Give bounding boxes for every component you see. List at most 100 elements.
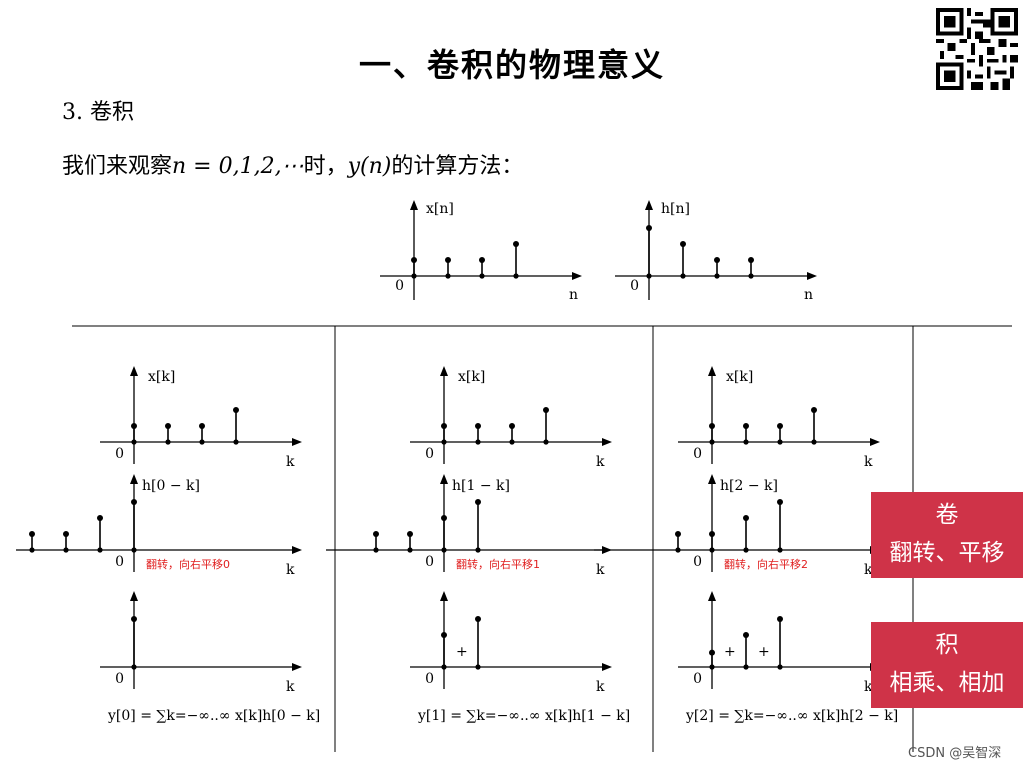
col0-p-vaxis-head (130, 591, 138, 601)
col2-x-stem-2-dot (777, 423, 783, 429)
col0-x-axis-label: k (286, 454, 295, 470)
col1-flip-note: 翻转，向右平移1 (456, 557, 540, 571)
col1-x-stem-2-dot (509, 423, 515, 429)
col2-x-stem-0-base (709, 439, 715, 445)
top-plot-0-stem-3-base (513, 273, 519, 279)
desc-math-y: y(n) (347, 154, 392, 179)
top-plot-0-stem-1-base (445, 273, 451, 279)
col2-h-stem-2-dot (709, 531, 715, 537)
col0-h-stem-3-dot (29, 531, 35, 537)
col0-p-origin: 0 (115, 671, 124, 687)
desc-math-n: n = 0,1,2,⋯ (172, 154, 304, 179)
col1-h-stem-0-base (475, 547, 481, 553)
col1-h-stem-1-base (441, 547, 447, 553)
col1-h-stem-3-dot (373, 531, 379, 537)
top-plot-1-stem-2-base (714, 273, 720, 279)
col0-x-haxis-head (292, 438, 302, 446)
col0-p-haxis-head (292, 663, 302, 671)
col1-x-axis-label: k (596, 454, 605, 470)
col0-p-axis-label: k (286, 679, 295, 695)
col1-p-stem-0-base (441, 664, 447, 670)
col2-p-stem-2-dot (777, 616, 783, 622)
col0-x-stem-3-base (233, 439, 239, 445)
col1-sum-formula: y[1] = ∑k=−∞..∞ x[k]h[1 − k] (417, 708, 630, 724)
top-plot-1-axis-label: n (804, 287, 813, 303)
col2-p-stem-1-base (743, 664, 749, 670)
col2-x-stem-3-base (811, 439, 817, 445)
top-plot-0-label: x[n] (426, 201, 454, 217)
qr-code-icon (936, 8, 1018, 90)
col2-h-stem-3-dot (675, 531, 681, 537)
top-plot-1-stem-1-base (680, 273, 686, 279)
multiply-add-box: 积 相乘、相加 (871, 622, 1023, 708)
col0-x-stem-0-base (131, 439, 137, 445)
col0-p-stem-0-dot (131, 616, 137, 622)
col0-x-label: x[k] (148, 369, 175, 385)
col1-p-stem-1-base (475, 664, 481, 670)
col1-x-vaxis-head (440, 366, 448, 376)
col0-h-stem-3-base (29, 547, 35, 553)
col1-p-origin: 0 (425, 671, 434, 687)
col1-x-stem-1-base (475, 439, 481, 445)
col0-h-stem-2-base (63, 547, 69, 553)
col0-x-stem-2-dot (199, 423, 205, 429)
col2-p-vaxis-head (708, 591, 716, 601)
top-plot-1-haxis-head (807, 272, 817, 280)
col1-h-stem-1-dot (441, 515, 447, 521)
box2-title: 积 (935, 632, 959, 658)
desc-suffix: 的计算方法： (391, 154, 524, 179)
col1-x-stem-0-base (441, 439, 447, 445)
top-plot-0-stem-1-dot (445, 257, 451, 263)
top-plot-0-vaxis-head (410, 200, 418, 210)
col1-x-stem-3-dot (543, 407, 549, 413)
col2-x-haxis-head (870, 438, 880, 446)
col2-p-stem-0-base (709, 664, 715, 670)
col0-h-stem-1-dot (97, 515, 103, 521)
top-plot-1-vaxis-head (645, 200, 653, 210)
top-plot-0-stem-3-dot (513, 241, 519, 247)
col1-h-stem-0-dot (475, 499, 481, 505)
col0-h-axis-label: k (286, 562, 295, 578)
col2-h-origin: 0 (693, 554, 702, 570)
col2-x-stem-2-base (777, 439, 783, 445)
top-plot-1-label: h[n] (661, 201, 690, 217)
col1-x-haxis-head (602, 438, 612, 446)
col1-p-stem-1-dot (475, 616, 481, 622)
col1-h-axis-label: k (596, 562, 605, 578)
box2-text: 相乘、相加 (889, 670, 1005, 696)
col0-h-stem-2-dot (63, 531, 69, 537)
col2-x-label: x[k] (726, 369, 753, 385)
top-plot-1-stem-3-base (748, 273, 754, 279)
col2-h-label: h[2 − k] (720, 478, 778, 494)
col2-plus-0: + (724, 644, 736, 660)
col0-p-stem-0-base (131, 664, 137, 670)
col2-h-stem-1-dot (743, 515, 749, 521)
col0-x-stem-2-base (199, 439, 205, 445)
col2-x-vaxis-head (708, 366, 716, 376)
box1-text: 翻转、平移 (889, 540, 1005, 566)
col2-flip-note: 翻转，向右平移2 (724, 557, 808, 571)
top-plot-1-stem-1-dot (680, 241, 686, 247)
col1-h-origin: 0 (425, 554, 434, 570)
col2-h-stem-3-base (675, 547, 681, 553)
col2-sum-formula: y[2] = ∑k=−∞..∞ x[k]h[2 − k] (685, 708, 898, 724)
col2-h-stem-1-base (743, 547, 749, 553)
col1-p-vaxis-head (440, 591, 448, 601)
col1-x-stem-3-base (543, 439, 549, 445)
col1-h-stem-2-dot (407, 531, 413, 537)
col0-h-vaxis-head (130, 474, 138, 484)
col1-h-vaxis-head (440, 474, 448, 484)
top-plot-1-stem-3-dot (748, 257, 754, 263)
top-plot-0-stem-2-base (479, 273, 485, 279)
col2-h-stem-2-base (709, 547, 715, 553)
top-plot-0-axis-label: n (569, 287, 578, 303)
col1-x-stem-0-dot (441, 423, 447, 429)
col2-p-stem-1-dot (743, 632, 749, 638)
col1-x-origin: 0 (425, 446, 434, 462)
top-plot-0-stem-2-dot (479, 257, 485, 263)
col0-h-haxis-head (292, 546, 302, 554)
top-plot-0-stem-0-base (411, 273, 417, 279)
top-plot-0-origin: 0 (395, 278, 404, 294)
col2-p-stem-0-dot (709, 649, 715, 656)
col1-plus-0: + (456, 644, 468, 660)
